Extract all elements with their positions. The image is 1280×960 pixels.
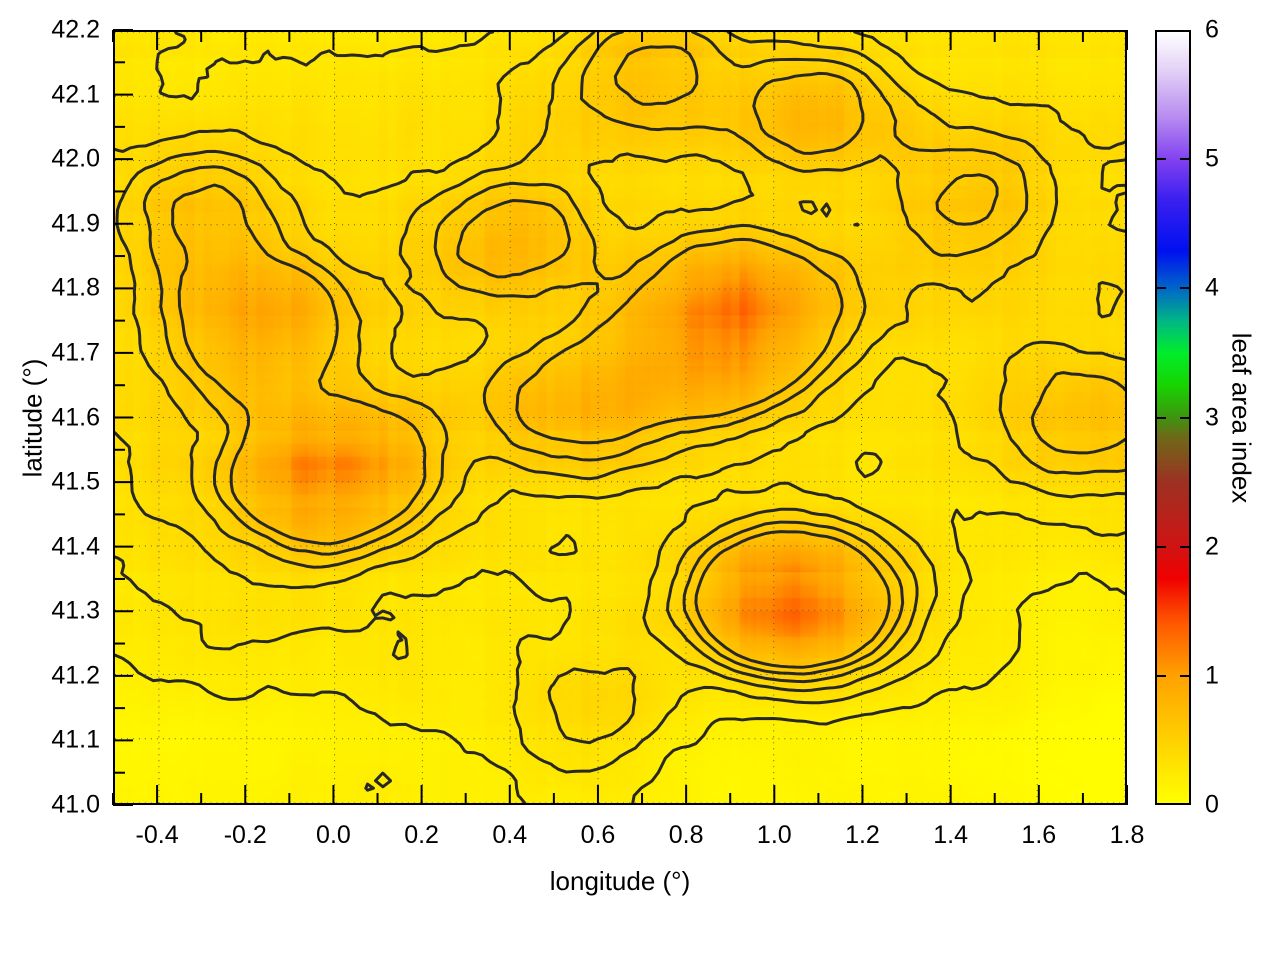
x-tick-label: 0.6 [580,821,616,849]
contour-path [1107,191,1125,233]
colorbar-tick-label: 2 [1205,532,1219,561]
colorbar-tick-mark [1155,545,1166,548]
colorbar-tick-mark [1180,287,1191,290]
colorbar-tick-mark [1180,158,1191,161]
contour-path [115,32,570,199]
contour-path [548,533,578,557]
contour-path [998,340,1125,475]
colorbar-tick-mark [1155,158,1166,161]
contour-path [694,530,891,669]
colorbar-tick-label: 1 [1205,661,1219,690]
colorbar-tick-label: 3 [1205,403,1219,431]
colorbar-title: leaf area index [1226,332,1257,504]
x-tick-label: -0.4 [135,821,179,849]
y-tick-label: 41.2 [51,661,100,690]
colorbar-tick-mark [1180,674,1191,677]
x-tick-label: 1.4 [933,821,969,849]
x-tick-label: 0.4 [492,821,528,849]
heatmap-raster [115,32,1125,803]
x-tick-label: -0.2 [223,821,267,849]
colorbar-tick-mark [1155,287,1166,290]
y-tick-label: 41.6 [51,403,100,431]
y-tick-label: 42.0 [51,144,100,173]
colorbar-tick-label: 0 [1205,790,1219,819]
contour-path [515,237,844,445]
contour-path [752,71,865,155]
contour-path [171,183,427,546]
y-tick-label: 41.7 [51,338,100,367]
contour-path [631,571,1125,803]
contour-path [115,356,1125,590]
x-tick-label: 0.8 [668,821,704,849]
contour-path [666,507,919,684]
x-axis-title: longitude (°) [549,866,691,896]
y-tick-label: 41.1 [51,725,100,754]
plot-area [113,30,1127,805]
contour-path [853,222,860,227]
y-tick-label: 42.2 [51,15,100,44]
x-tick-label: 0.0 [316,821,351,849]
x-tick-label: 1.2 [845,821,880,849]
y-tick-label: 41.8 [51,273,100,302]
contour-path [854,451,883,479]
contour-path [682,520,905,676]
contour-path [820,202,832,218]
x-tick-label: 1.0 [756,821,792,849]
contour-path [579,32,1029,258]
contour-path [456,199,571,279]
contour-path [364,782,375,792]
y-tick-label: 41.5 [51,467,100,496]
contour-path [798,200,819,216]
x-tick-label: 0.2 [404,821,439,849]
colorbar-tick-mark [1155,674,1166,677]
x-tick-label: 1.6 [1021,821,1057,849]
contour-path [373,771,393,789]
contour-path [1096,281,1124,319]
y-tick-label: 41.0 [51,790,100,819]
y-axis-title: latitude (°) [17,358,48,478]
x-tick-label: 1.8 [1109,821,1145,849]
contour-path [391,630,409,661]
contour-path [433,181,867,462]
colorbar-tick-label: 4 [1205,273,1219,302]
colorbar-tick-mark [1180,416,1191,419]
colorbar-tick-label: 6 [1205,15,1219,44]
contour-path [587,152,755,231]
contour-path [935,173,999,226]
contour-path [1100,158,1125,193]
contour-path [1030,371,1125,455]
contour-path [115,508,1125,774]
y-tick-label: 41.9 [51,209,100,238]
y-tick-label: 42.1 [51,80,100,109]
contour-lines [115,32,1125,803]
contour-path [115,32,1059,569]
contour-path [115,653,527,803]
contour-path [142,165,449,556]
contour-path [613,45,699,106]
colorbar-tick-mark [1155,416,1166,419]
y-tick-label: 41.4 [51,532,100,561]
contour-path [155,32,495,101]
colorbar-tick-label: 5 [1205,144,1219,173]
y-tick-label: 41.3 [51,596,100,625]
contour-path [642,481,938,693]
colorbar-tick-mark [1180,545,1191,548]
contour-path [547,667,637,745]
contour-path [853,32,1125,150]
